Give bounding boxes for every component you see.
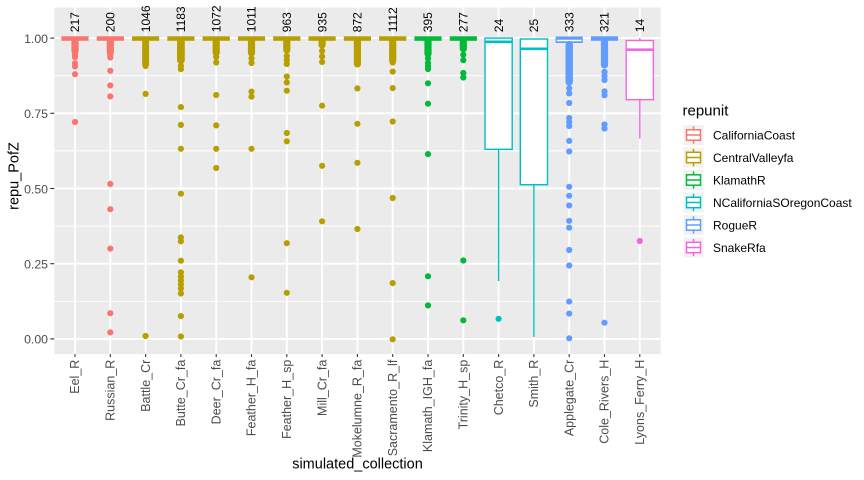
svg-text:935: 935 bbox=[315, 12, 329, 32]
svg-text:1.00: 1.00 bbox=[24, 32, 48, 46]
svg-text:200: 200 bbox=[104, 12, 118, 32]
svg-text:Mokelumne_R_fa: Mokelumne_R_fa bbox=[351, 360, 365, 458]
svg-text:Deer_Cr_fa: Deer_Cr_fa bbox=[209, 360, 223, 425]
svg-text:Trinity_H_sp: Trinity_H_sp bbox=[457, 360, 471, 430]
svg-text:333: 333 bbox=[562, 12, 576, 32]
svg-text:321: 321 bbox=[598, 12, 612, 32]
svg-text:217: 217 bbox=[68, 12, 82, 32]
svg-text:KlamathR: KlamathR bbox=[713, 173, 766, 187]
svg-text:Smith_R: Smith_R bbox=[527, 360, 541, 408]
svg-text:872: 872 bbox=[351, 12, 365, 32]
svg-text:1011: 1011 bbox=[245, 6, 259, 32]
svg-text:395: 395 bbox=[421, 12, 435, 32]
svg-text:0.75: 0.75 bbox=[24, 107, 48, 121]
svg-text:repunit: repunit bbox=[683, 103, 730, 120]
svg-text:NCaliforniaSOregonCoast: NCaliforniaSOregonCoast bbox=[713, 196, 852, 210]
svg-text:277: 277 bbox=[457, 12, 471, 32]
svg-text:Butte_Cr_fa: Butte_Cr_fa bbox=[174, 360, 188, 427]
svg-text:CaliforniaCoast: CaliforniaCoast bbox=[713, 128, 796, 142]
svg-text:1072: 1072 bbox=[209, 5, 223, 32]
svg-text:Feather_H_sp: Feather_H_sp bbox=[280, 360, 294, 439]
svg-text:Applegate_Cr: Applegate_Cr bbox=[562, 360, 576, 436]
svg-text:1046: 1046 bbox=[139, 5, 153, 32]
svg-text:Lyons_Ferry_H: Lyons_Ferry_H bbox=[633, 360, 647, 445]
svg-text:25: 25 bbox=[527, 19, 541, 33]
svg-text:1112: 1112 bbox=[386, 7, 400, 32]
svg-text:Chetco_R: Chetco_R bbox=[492, 360, 506, 416]
svg-text:SnakeRfa: SnakeRfa bbox=[713, 241, 766, 255]
svg-text:0.00: 0.00 bbox=[24, 333, 48, 347]
svg-text:Sacramento_R_lf: Sacramento_R_lf bbox=[386, 359, 400, 456]
svg-text:14: 14 bbox=[633, 19, 647, 33]
svg-text:Klamath_IGH_fa: Klamath_IGH_fa bbox=[421, 360, 435, 452]
svg-text:simulated_collection: simulated_collection bbox=[292, 457, 423, 473]
svg-text:24: 24 bbox=[492, 19, 506, 33]
svg-text:repu_PofZ: repu_PofZ bbox=[7, 142, 23, 210]
svg-text:0.50: 0.50 bbox=[24, 182, 48, 196]
svg-text:Feather_H_fa: Feather_H_fa bbox=[245, 360, 259, 436]
svg-text:CentralValleyfa: CentralValleyfa bbox=[713, 151, 794, 165]
svg-text:RogueR: RogueR bbox=[713, 218, 757, 232]
svg-text:Cole_Rivers_H: Cole_Rivers_H bbox=[598, 360, 612, 444]
svg-text:Eel_R: Eel_R bbox=[68, 360, 82, 394]
svg-text:963: 963 bbox=[280, 12, 294, 32]
svg-text:Battle_Cr: Battle_Cr bbox=[139, 360, 153, 412]
svg-text:Russian_R: Russian_R bbox=[104, 360, 118, 421]
svg-text:0.25: 0.25 bbox=[24, 258, 48, 272]
svg-text:1183: 1183 bbox=[174, 6, 188, 32]
svg-text:Mill_Cr_fa: Mill_Cr_fa bbox=[315, 360, 329, 416]
